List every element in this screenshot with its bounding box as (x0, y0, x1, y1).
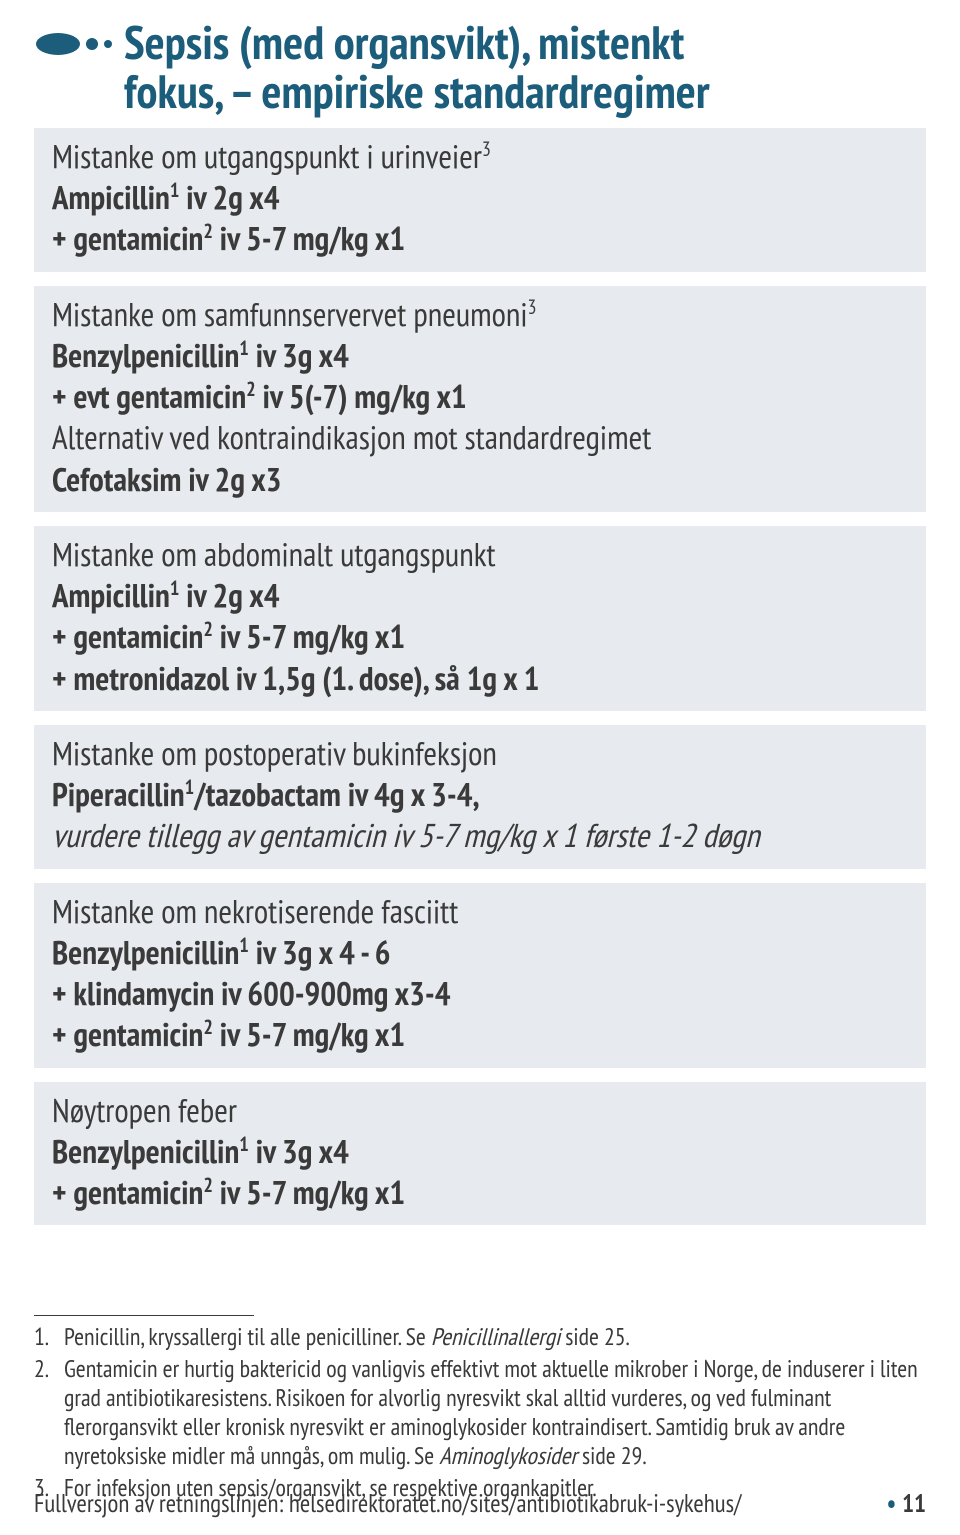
superscript: 1 (170, 177, 180, 203)
regimen-block: Mistanke om utgangspunkt i urinveier3Amp… (34, 128, 926, 272)
rx-line: Cefotaksim iv 2g x3 (52, 459, 908, 500)
footnote-text: Gentamicin er hurtig baktericid og vanli… (64, 1354, 926, 1471)
rx-line: + gentamicin2 iv 5-7 mg/kg x1 (52, 616, 908, 657)
ellipse-dots-icon (34, 30, 124, 60)
superscript: 3 (482, 136, 491, 162)
title-decoration (34, 18, 124, 65)
footnote: 2.Gentamicin er hurtig baktericid og van… (34, 1354, 926, 1471)
rx-line: + evt gentamicin2 iv 5(-7) mg/kg x1 (52, 376, 908, 417)
footnote-rule (34, 1315, 254, 1316)
rx-line: + gentamicin2 iv 5-7 mg/kg x1 (52, 1014, 908, 1055)
regimen-block: Mistanke om postoperativ bukinfeksjonPip… (34, 725, 926, 869)
superscript: 2 (203, 218, 213, 244)
bullet-icon: • (881, 1487, 902, 1519)
regimen-block: Nøytropen feberBenzylpenicillin1 iv 3g x… (34, 1082, 926, 1226)
regimen-block: Mistanke om abdominalt utgangspunktAmpic… (34, 526, 926, 711)
superscript: 1 (185, 774, 195, 800)
footer-url: helsedirektoratet.no/sites/antibiotikabr… (289, 1487, 742, 1519)
block-heading: Mistanke om utgangspunkt i urinveier3 (52, 136, 908, 177)
superscript: 3 (528, 294, 537, 320)
rx-line: Ampicillin1 iv 2g x4 (52, 575, 908, 616)
superscript: 2 (203, 616, 213, 642)
rx-line: Benzylpenicillin1 iv 3g x4 (52, 1131, 908, 1172)
superscript: 2 (246, 376, 256, 402)
regimen-block: Mistanke om samfunnservervet pneumoni3Be… (34, 286, 926, 512)
rx-line: Benzylpenicillin1 iv 3g x 4 - 6 (52, 932, 908, 973)
superscript: 1 (239, 932, 249, 958)
block-heading: Mistanke om abdominalt utgangspunkt (52, 534, 908, 575)
superscript: 1 (239, 335, 249, 361)
superscript: 1 (170, 575, 180, 601)
footer-label: Fullversjon av retningslinjen: (34, 1487, 289, 1519)
page-footer: Fullversjon av retningslinjen: helsedire… (0, 1487, 960, 1519)
rx-line: Piperacillin1/tazobactam iv 4g x 3-4, (52, 774, 908, 815)
superscript: 2 (203, 1014, 213, 1040)
superscript: 2 (203, 1172, 213, 1198)
rx-line: Benzylpenicillin1 iv 3g x4 (52, 335, 908, 376)
footnote-number: 1. (34, 1322, 56, 1351)
page-title: Sepsis (med organsvikt), mistenkt fokus,… (124, 18, 710, 116)
block-heading: Mistanke om samfunnservervet pneumoni3 (52, 294, 908, 335)
footnote: 1. Penicillin, kryssallergi til alle peni… (34, 1322, 926, 1351)
superscript: 1 (239, 1131, 249, 1157)
footnote-text: Penicillin, kryssallergi til alle penici… (64, 1322, 630, 1351)
rx-line: + klindamycin iv 600-900mg x3-4 (52, 973, 908, 1014)
title-line-2: fokus, – empiriske standardregimer (124, 60, 710, 121)
rx-line: + gentamicin2 iv 5-7 mg/kg x1 (52, 1172, 908, 1213)
footnote-number: 2. (34, 1354, 56, 1471)
page-number: 11 (902, 1487, 926, 1519)
footnotes: 1. Penicillin, kryssallergi til alle peni… (34, 1315, 926, 1502)
rx-line: Ampicillin1 iv 2g x4 (52, 177, 908, 218)
alt-heading: Alternativ ved kontraindikasjon mot stan… (52, 417, 908, 458)
rx-line: + gentamicin2 iv 5-7 mg/kg x1 (52, 218, 908, 259)
block-heading: Mistanke om nekrotiserende fasciitt (52, 891, 908, 932)
regimen-block: Mistanke om nekrotiserende fasciittBenzy… (34, 883, 926, 1068)
block-heading: Nøytropen feber (52, 1090, 908, 1131)
block-heading: Mistanke om postoperativ bukinfeksjon (52, 733, 908, 774)
rx-note: vurdere tillegg av gentamicin iv 5-7 mg/… (52, 815, 908, 856)
rx-line: + metronidazol iv 1,5g (1. dose), så 1g … (52, 658, 908, 699)
